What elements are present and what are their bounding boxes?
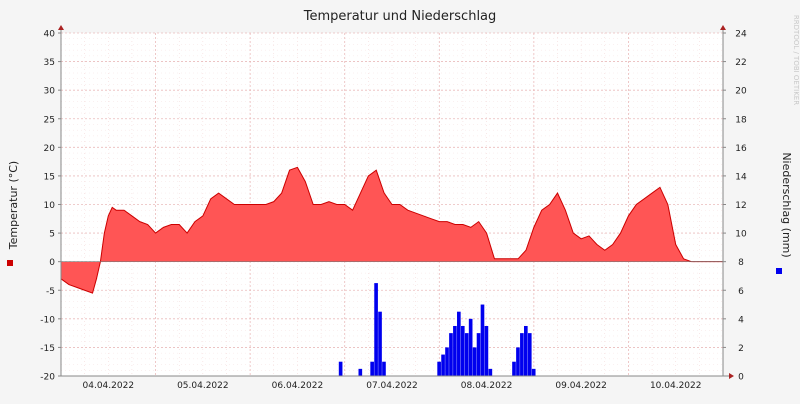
precipitation-bar	[480, 304, 485, 376]
x-tick-label: 08.04.2022	[461, 381, 513, 391]
precipitation-bar	[374, 283, 378, 376]
y-axis-right-label: Niederschlag (mm)	[780, 152, 793, 257]
y-left-tick-label: -15	[40, 344, 55, 354]
precipitation-bar	[370, 361, 374, 376]
y-right-tick-label: 6	[738, 287, 744, 297]
y-right-tick-label: 0	[738, 373, 744, 383]
precipitation-bar	[457, 311, 461, 376]
precipitation-bar	[464, 333, 469, 376]
chart-title: Temperatur und Niederschlag	[303, 9, 497, 24]
x-tick-label: 04.04.2022	[83, 381, 135, 391]
precipitation-bar	[382, 361, 386, 376]
precipitation-bar	[358, 368, 363, 376]
y-left-tick-label: 40	[44, 30, 56, 40]
x-tick-label: 05.04.2022	[177, 381, 229, 391]
y-right-tick-label: 16	[735, 144, 747, 154]
y-right-tick-label: 18	[735, 115, 747, 125]
precipitation-bar	[516, 347, 520, 376]
y-right-tick-label: 4	[738, 315, 744, 325]
y-left-tick-label: 25	[44, 115, 55, 125]
precipitation-bar	[476, 333, 481, 376]
precipitation-layer	[338, 283, 536, 376]
y-right-tick-label: 12	[735, 201, 746, 211]
y-right-tick-label: 8	[738, 258, 744, 268]
y-axis-left-arrow	[58, 25, 64, 30]
x-tick-label: 09.04.2022	[555, 381, 607, 391]
y-axis-left-label: Temperatur (°C)	[7, 161, 20, 250]
precipitation-bar	[468, 318, 473, 376]
y-left-tick-label: -20	[40, 373, 55, 383]
precipitation-bar	[484, 325, 489, 376]
y-right-tick-label: 24	[735, 30, 747, 40]
x-tick-label: 06.04.2022	[272, 381, 324, 391]
y-axis-right-arrow	[720, 25, 726, 30]
precipitation-bar	[441, 354, 445, 376]
precipitation-bar	[527, 333, 532, 376]
axis-layer: -20-15-10-505101520253035400246810121416…	[40, 25, 747, 391]
precipitation-bar	[338, 361, 343, 376]
y-left-tick-label: 0	[49, 258, 55, 268]
y-right-tick-label: 20	[735, 87, 747, 97]
precipitation-bar	[472, 347, 477, 376]
x-tick-label: 10.04.2022	[650, 381, 702, 391]
y-right-tick-label: 14	[735, 172, 747, 182]
y-left-tick-label: 5	[49, 230, 55, 240]
precipitation-bar	[453, 325, 457, 376]
precipitation-bar	[378, 311, 382, 376]
y-left-tick-label: 35	[44, 58, 55, 68]
precipitation-bar	[460, 325, 465, 376]
precipitation-bar	[531, 368, 536, 376]
watermark: RRDTOOL / TOBI OETIKER	[792, 15, 800, 105]
precipitation-bar	[524, 325, 528, 376]
precipitation-bar	[445, 347, 449, 376]
precipitation-bar	[488, 368, 493, 376]
y-left-tick-label: 20	[44, 144, 56, 154]
precipitation-bar	[449, 333, 453, 376]
y-right-tick-label: 2	[738, 344, 744, 354]
temperature-line	[60, 166, 723, 294]
y-left-tick-label: -5	[46, 287, 55, 297]
x-tick-label: 07.04.2022	[366, 381, 418, 391]
precipitation-bar	[520, 333, 524, 376]
y-left-tick-label: 30	[44, 87, 56, 97]
temperature-legend-marker	[7, 260, 13, 266]
y-right-tick-label: 22	[735, 58, 746, 68]
x-axis-arrow	[729, 373, 734, 379]
y-left-tick-label: 15	[44, 172, 55, 182]
precipitation-bar	[437, 361, 441, 376]
precipitation-legend-marker	[776, 268, 782, 274]
precipitation-bar	[512, 361, 516, 376]
y-right-tick-label: 10	[735, 230, 747, 240]
y-left-tick-label: 10	[44, 201, 56, 211]
y-left-tick-label: -10	[40, 315, 55, 325]
